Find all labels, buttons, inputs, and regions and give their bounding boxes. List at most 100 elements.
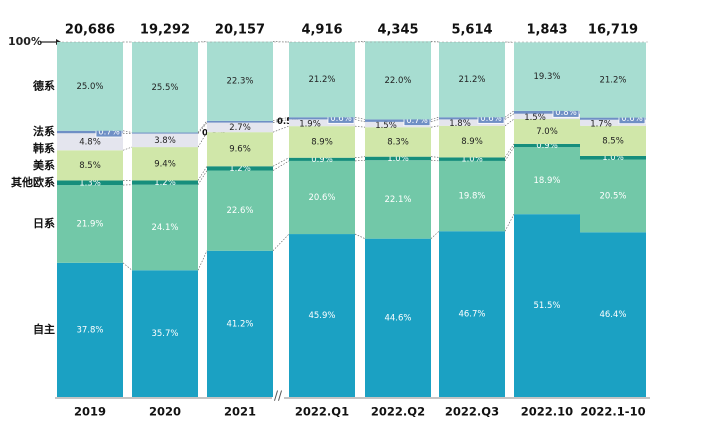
data-label: 22.3% [226, 77, 253, 87]
annotation: 100% [8, 35, 42, 48]
data-label: 24.1% [151, 223, 178, 233]
bar-segment [132, 270, 198, 397]
bar-segment [207, 122, 273, 133]
data-label: 0.8% [555, 108, 577, 118]
connector [197, 122, 208, 134]
total-label: 5,614 [451, 23, 492, 38]
x-tick-label: 2020 [149, 405, 181, 419]
data-label: 18.9% [533, 176, 560, 186]
bar-segment [439, 42, 505, 118]
bar-segment [365, 160, 431, 239]
bar-segment [207, 132, 273, 167]
data-label: 19.8% [458, 192, 485, 202]
connector [504, 146, 515, 162]
bar-segment [289, 160, 355, 235]
connector [354, 125, 366, 128]
data-label: 37.8% [76, 325, 103, 335]
data-label: 21.2% [599, 75, 626, 85]
data-label: 1.0% [602, 153, 624, 163]
connector [504, 110, 515, 118]
bar-segment [514, 119, 580, 144]
bar-segment [580, 42, 646, 118]
data-label: 35.7% [151, 329, 178, 339]
bar-segment [439, 231, 505, 397]
connector [122, 130, 133, 133]
data-label: 19.3% [533, 72, 560, 82]
bar-segment [289, 126, 355, 158]
connector [272, 160, 290, 171]
bar-segment [439, 160, 505, 232]
bar-segment [514, 42, 580, 111]
connector [354, 156, 366, 159]
bar-segment [365, 127, 431, 157]
bar-segment [132, 132, 198, 134]
connector [272, 157, 290, 167]
bar-segment [132, 133, 198, 148]
bar-segment [289, 234, 355, 397]
data-label: 20.6% [308, 193, 335, 203]
bar-segment [57, 262, 123, 397]
connector [354, 159, 366, 162]
bar-segment [57, 185, 123, 263]
legend-label: 法系 [33, 124, 55, 138]
data-label: 25.0% [76, 82, 103, 92]
data-label: 4.8% [79, 137, 101, 147]
connector [197, 250, 208, 271]
x-tick-label: 2022.10 [521, 405, 573, 419]
connector [504, 118, 515, 127]
data-label: 8.5% [602, 136, 624, 146]
total-label: 19,292 [140, 23, 190, 38]
legend-label: 美系 [33, 158, 55, 172]
data-label: 22.6% [226, 206, 253, 216]
data-label: 0.7% [98, 127, 120, 137]
bar-segment [57, 150, 123, 181]
connector [354, 233, 366, 239]
connector [354, 119, 366, 123]
bar-segment [289, 42, 355, 118]
total-label: 20,157 [215, 23, 265, 38]
connector [430, 125, 440, 128]
data-label: 41.2% [226, 319, 253, 329]
data-label: 46.7% [458, 310, 485, 320]
bar-segment [132, 184, 198, 271]
data-label: 8.9% [311, 137, 333, 147]
data-label: 1.2% [154, 178, 176, 188]
bar-segment [439, 157, 505, 161]
connector [197, 120, 208, 133]
connector [197, 170, 208, 185]
bar-segment [365, 119, 431, 122]
data-label: 46.4% [599, 310, 626, 320]
data-label: 1.5% [524, 113, 546, 123]
data-label: 1.2% [229, 164, 251, 174]
data-label: 22.1% [384, 195, 411, 205]
bar-segment [365, 156, 431, 161]
data-label: 1.9% [299, 119, 321, 129]
data-label: 0.6% [621, 114, 643, 124]
data-label: 44.6% [384, 313, 411, 323]
connector [430, 40, 440, 43]
bar-segment [132, 147, 198, 181]
total-label: 20,686 [65, 23, 115, 38]
data-label: 1.8% [449, 119, 471, 129]
total-label: 1,843 [526, 23, 567, 38]
x-tick-label: 2022.Q3 [445, 405, 499, 419]
bar-segment [207, 41, 273, 121]
x-tick-label: 2019 [74, 405, 106, 419]
x-tick-label: 2022.Q2 [371, 405, 425, 419]
data-label: 3.8% [154, 136, 176, 146]
bar-segment [57, 42, 123, 131]
connector [504, 143, 515, 158]
data-label: 22.0% [384, 76, 411, 86]
bar-segment [207, 250, 273, 397]
connector [122, 146, 133, 151]
data-label: 20.5% [599, 191, 626, 201]
axis-break: // [274, 389, 283, 403]
data-label: 1.5% [375, 121, 397, 131]
connector [504, 113, 515, 120]
data-label: 8.3% [387, 137, 409, 147]
total-label: 4,916 [301, 23, 342, 38]
legend-label: 德系 [32, 78, 55, 92]
connector [354, 116, 366, 120]
connector [272, 233, 290, 251]
